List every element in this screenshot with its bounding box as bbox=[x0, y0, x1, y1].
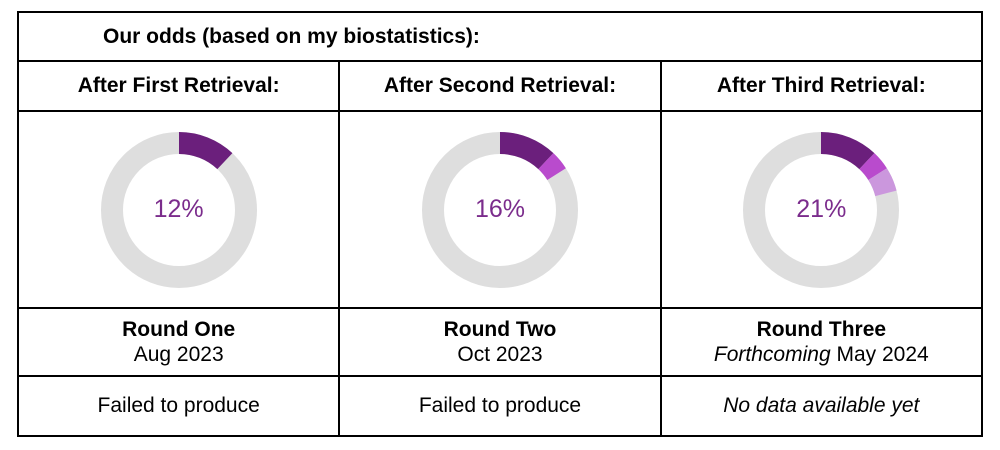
round-name: Round One bbox=[122, 318, 236, 341]
chart-cell-third: 21% bbox=[659, 112, 981, 307]
column-header-label: After First Retrieval: bbox=[77, 74, 280, 97]
donut-chart-first-retrieval: 12% bbox=[99, 130, 259, 290]
status-cell-one: Failed to produce bbox=[19, 377, 338, 435]
donut-percent-label: 21% bbox=[796, 195, 847, 223]
status-text: Failed to produce bbox=[97, 394, 260, 417]
round-date-italic-part: Forthcoming bbox=[713, 343, 831, 366]
column-header-second-retrieval: After Second Retrieval: bbox=[338, 62, 659, 110]
round-name: Round Three bbox=[756, 318, 887, 341]
round-date-text: Oct 2023 bbox=[457, 343, 543, 366]
donut-percent-label: 16% bbox=[474, 195, 525, 223]
odds-table: Our odds (based on my biostatistics): Af… bbox=[17, 11, 983, 437]
column-header-third-retrieval: After Third Retrieval: bbox=[659, 62, 981, 110]
donut-percent-label: 12% bbox=[153, 195, 204, 223]
table-title: Our odds (based on my biostatistics): bbox=[103, 24, 480, 48]
chart-cell-first: 12% bbox=[19, 112, 338, 307]
status-text: No data available yet bbox=[723, 394, 920, 417]
table-title-cell: Our odds (based on my biostatistics): bbox=[19, 13, 981, 60]
chart-cell-second: 16% bbox=[338, 112, 659, 307]
donut-chart-third-retrieval: 21% bbox=[741, 130, 901, 290]
title-row: Our odds (based on my biostatistics): bbox=[19, 13, 981, 60]
status-row: Failed to produce Failed to produce No d… bbox=[19, 375, 981, 435]
round-date-text: May 2024 bbox=[830, 343, 929, 366]
status-cell-two: Failed to produce bbox=[338, 377, 659, 435]
round-date: Oct 2023 bbox=[457, 342, 542, 367]
chart-row: 12% 16% 21% bbox=[19, 110, 981, 307]
round-name: Round Two bbox=[443, 318, 557, 341]
round-cell-one: Round One Aug 2023 bbox=[19, 309, 338, 375]
header-row: After First Retrieval: After Second Retr… bbox=[19, 60, 981, 110]
round-row: Round One Aug 2023 Round Two Oct 2023 Ro… bbox=[19, 307, 981, 375]
round-cell-two: Round Two Oct 2023 bbox=[338, 309, 659, 375]
round-date-text: Aug 2023 bbox=[133, 343, 224, 366]
round-date: Aug 2023 bbox=[134, 342, 224, 367]
donut-chart-second-retrieval: 16% bbox=[420, 130, 580, 290]
status-cell-three: No data available yet bbox=[659, 377, 981, 435]
round-cell-three: Round Three Forthcoming May 2024 bbox=[659, 309, 981, 375]
column-header-label: After Third Retrieval: bbox=[716, 74, 926, 97]
status-text: Failed to produce bbox=[418, 394, 582, 417]
column-header-label: After Second Retrieval: bbox=[383, 74, 617, 97]
round-date: Forthcoming May 2024 bbox=[714, 342, 929, 367]
column-header-first-retrieval: After First Retrieval: bbox=[19, 62, 338, 110]
